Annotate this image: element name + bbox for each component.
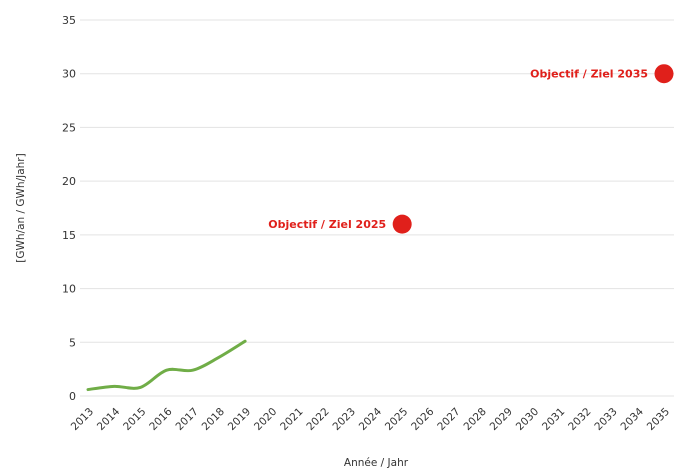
y-tick-label: 10: [62, 283, 76, 296]
x-axis-ticks: 2013201420152016201720182019202020212022…: [69, 405, 672, 433]
y-tick-label: 20: [62, 175, 76, 188]
x-tick-label: 2015: [121, 406, 148, 433]
x-tick-label: 2021: [278, 406, 305, 433]
x-tick-label: 2033: [592, 406, 619, 433]
target-marker: [654, 64, 674, 84]
gridlines: [80, 19, 674, 397]
y-tick-label: 25: [62, 121, 76, 134]
x-tick-label: 2024: [357, 405, 385, 433]
x-tick-label: 2025: [383, 406, 410, 433]
x-tick-label: 2026: [409, 405, 437, 433]
x-tick-label: 2035: [645, 406, 672, 433]
x-tick-label: 2023: [331, 406, 358, 433]
x-tick-label: 2030: [514, 406, 541, 433]
x-tick-label: 2016: [147, 405, 175, 433]
x-tick-label: 2013: [69, 406, 96, 433]
target-label: Objectif / Ziel 2035: [530, 68, 648, 81]
target-marker: [392, 214, 412, 234]
x-tick-label: 2034: [619, 405, 647, 433]
x-tick-label: 2027: [435, 406, 462, 433]
x-tick-label: 2032: [566, 406, 593, 433]
y-tick-label: 5: [69, 336, 76, 349]
x-tick-label: 2020: [252, 406, 279, 433]
y-tick-label: 30: [62, 68, 76, 81]
x-tick-label: 2018: [200, 406, 227, 433]
series-line: [86, 339, 247, 392]
y-axis-ticks: 0 5 10 15 20 25 30 35: [62, 14, 76, 403]
x-tick-label: 2022: [304, 406, 331, 433]
x-tick-label: 2017: [173, 406, 200, 433]
y-axis-label: [GWh/an / GWh/Jahr]: [15, 153, 27, 262]
y-tick-label: 35: [62, 14, 76, 27]
x-tick-label: 2029: [488, 406, 515, 433]
series-layer: [86, 339, 247, 392]
x-axis-label: Année / Jahr: [344, 457, 409, 469]
y-tick-label: 0: [69, 390, 76, 403]
targets-layer: Objectif / Ziel 2025 Objectif / Ziel 2035: [268, 64, 674, 234]
x-tick-label: 2019: [226, 406, 253, 433]
target-label: Objectif / Ziel 2025: [268, 218, 386, 231]
x-tick-label: 2028: [461, 406, 488, 433]
x-tick-label: 2031: [540, 406, 567, 433]
y-tick-label: 15: [62, 229, 76, 242]
x-tick-label: 2014: [95, 405, 123, 433]
